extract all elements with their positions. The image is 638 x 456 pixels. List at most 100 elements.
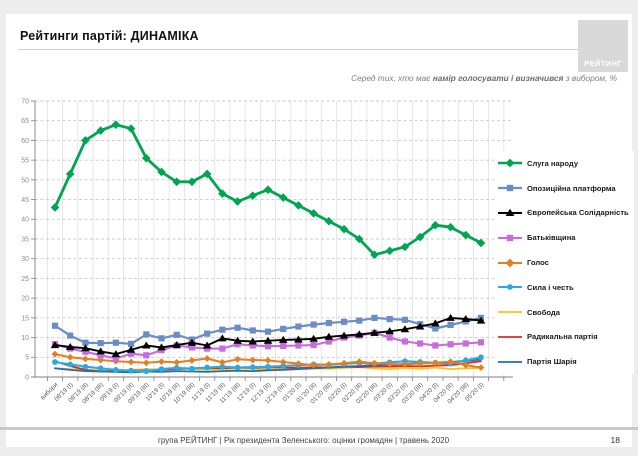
data-point-marker [67,332,74,339]
data-point-marker [219,345,226,352]
data-point-marker [264,357,272,364]
data-point-marker [370,250,379,260]
data-point-marker [248,337,258,345]
data-point-marker [400,242,410,252]
y-axis-label: 65 [21,118,29,125]
data-point-marker [204,330,211,337]
y-axis-label: 60 [21,138,29,145]
data-point-marker [386,334,393,341]
data-point-marker [339,224,349,234]
data-point-marker [97,356,105,364]
data-point-marker [142,359,150,367]
data-point-marker [189,365,195,372]
y-axis-label: 25 [21,276,29,283]
data-point-marker [127,358,135,366]
data-point-marker [325,360,333,368]
data-point-marker [218,189,227,198]
data-point-marker [143,331,150,338]
data-point-marker [82,355,89,363]
data-point-marker [462,340,469,347]
data-point-marker [263,336,273,344]
data-point-marker [477,339,485,346]
data-point-marker [401,338,409,345]
data-point-marker [173,365,180,371]
data-point-marker [478,354,484,361]
data-point-marker [447,341,454,348]
data-point-marker [447,321,454,329]
data-point-marker [50,203,60,212]
subtitle-suffix: з вибором, % [563,73,617,83]
legend-item: Партія Шарія [497,349,634,374]
data-point-marker [97,339,104,347]
data-point-marker [52,359,58,365]
title-divider [18,49,618,50]
data-point-marker [234,355,241,363]
legend-key-icon [498,184,522,192]
data-point-marker [127,350,135,357]
y-axis-label: 55 [21,158,29,165]
data-point-marker [310,361,318,369]
data-point-marker [401,316,409,323]
y-axis-label: 45 [21,197,29,204]
legend-key-icon [498,311,522,313]
data-point-marker [340,359,348,367]
y-axis-label: 50 [21,177,29,184]
data-point-marker [400,325,410,333]
legend-item: Свобода [497,300,634,325]
legend-label: Партія Шарія [527,357,577,367]
data-point-marker [446,222,455,232]
data-point-marker [111,120,121,129]
data-point-marker [65,343,75,351]
data-point-marker [81,344,90,352]
rating-logo-text: РЕЙТИНГ [584,59,622,68]
legend-key-icon [498,335,522,338]
data-point-marker [401,360,409,368]
data-point-marker [234,341,241,348]
data-point-marker [188,357,196,364]
data-point-marker [51,350,59,358]
data-point-marker [67,361,74,368]
data-point-marker [82,339,89,346]
data-point-marker [278,335,288,343]
data-point-marker [476,238,486,248]
data-point-marker [82,348,89,355]
data-point-marker [462,361,470,369]
data-point-marker [294,201,303,210]
legend-key-icon [498,208,522,216]
data-point-marker [339,331,349,339]
y-axis-label: 40 [21,217,29,224]
data-point-marker [325,319,332,327]
data-point-marker [126,345,136,353]
data-point-marker [431,359,439,367]
legend-label: Радикальна партія [527,332,598,342]
data-point-marker [249,364,256,371]
data-point-marker [187,177,197,187]
data-point-marker [141,341,151,349]
data-point-marker [219,326,226,333]
data-point-marker [173,359,181,366]
subtitle-bold: намір голосувати і визначився [432,73,564,83]
data-point-marker [112,339,119,346]
data-point-marker [370,328,379,336]
legend-label: Сила і честь [527,282,574,292]
legend-key-icon [498,284,522,291]
data-point-marker [158,366,165,373]
data-point-marker [202,169,212,179]
y-axis-label: 20 [21,296,29,303]
data-point-marker [354,234,364,244]
data-point-marker [340,318,348,325]
data-point-marker [356,317,363,324]
legend-item: Батьківщина [497,225,634,250]
footer-divider [0,427,638,430]
legend-key-icon [498,158,522,168]
data-point-marker [264,343,272,350]
page-number: 18 [610,435,620,445]
data-point-marker [65,169,75,179]
data-point-marker [234,364,241,371]
data-point-marker [309,334,318,342]
data-point-marker [158,335,165,342]
data-point-marker [446,313,455,321]
data-point-marker [66,353,74,361]
data-point-marker [417,340,424,347]
rating-logo: РЕЙТИНГ [578,20,628,72]
